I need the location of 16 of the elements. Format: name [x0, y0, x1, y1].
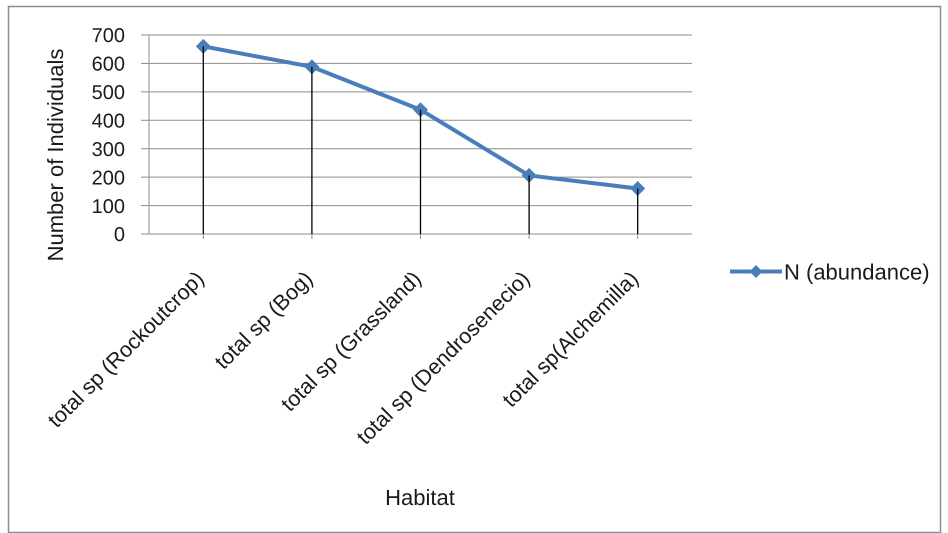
y-axis-title: Number of Individuals	[43, 48, 68, 262]
point	[304, 59, 320, 74]
y-tick-label: 200	[92, 167, 125, 190]
y-tick-label: 0	[114, 224, 125, 246]
y-tick-label: 100	[92, 196, 125, 218]
x-axis-title: Habitat	[385, 485, 455, 510]
y-tick-label: 400	[92, 110, 125, 132]
point	[522, 168, 537, 183]
point	[630, 181, 646, 196]
point	[413, 102, 428, 118]
y-tick-label: 700	[92, 25, 125, 48]
y-tick-label: 300	[92, 138, 125, 161]
y-tick-label: 500	[92, 82, 125, 104]
y-tick-label: 600	[92, 54, 125, 76]
point	[196, 38, 211, 54]
legend-label: N (abundance)	[784, 259, 930, 284]
